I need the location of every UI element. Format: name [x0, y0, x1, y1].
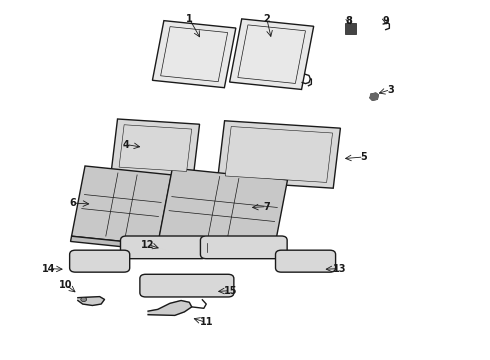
FancyBboxPatch shape	[200, 236, 287, 259]
Polygon shape	[71, 236, 158, 250]
Text: 5: 5	[360, 152, 367, 162]
Text: 8: 8	[346, 15, 353, 26]
Text: 2: 2	[264, 14, 270, 24]
Polygon shape	[230, 19, 314, 90]
Polygon shape	[148, 301, 192, 315]
FancyBboxPatch shape	[140, 274, 234, 297]
Text: 11: 11	[199, 318, 213, 328]
Text: 12: 12	[141, 239, 155, 249]
Polygon shape	[345, 23, 356, 33]
Polygon shape	[119, 125, 192, 171]
Polygon shape	[158, 238, 274, 255]
Circle shape	[81, 297, 87, 302]
Polygon shape	[370, 93, 378, 100]
Text: 15: 15	[224, 285, 237, 296]
Polygon shape	[218, 121, 341, 188]
Text: 6: 6	[70, 198, 76, 208]
Text: 1: 1	[186, 14, 193, 24]
Polygon shape	[225, 126, 333, 183]
Polygon shape	[152, 21, 236, 88]
Polygon shape	[200, 242, 208, 253]
Polygon shape	[161, 27, 228, 82]
Text: 13: 13	[333, 264, 346, 274]
Polygon shape	[111, 119, 199, 177]
Text: 9: 9	[382, 15, 389, 26]
FancyBboxPatch shape	[121, 236, 207, 259]
Polygon shape	[78, 297, 104, 306]
Polygon shape	[238, 25, 305, 84]
FancyBboxPatch shape	[275, 250, 336, 272]
Polygon shape	[72, 166, 172, 245]
Text: 7: 7	[264, 202, 270, 212]
Text: 10: 10	[59, 280, 73, 289]
Polygon shape	[159, 168, 288, 250]
Text: 14: 14	[42, 264, 55, 274]
Text: 4: 4	[123, 140, 130, 149]
FancyBboxPatch shape	[70, 250, 130, 272]
Text: 3: 3	[387, 85, 393, 95]
